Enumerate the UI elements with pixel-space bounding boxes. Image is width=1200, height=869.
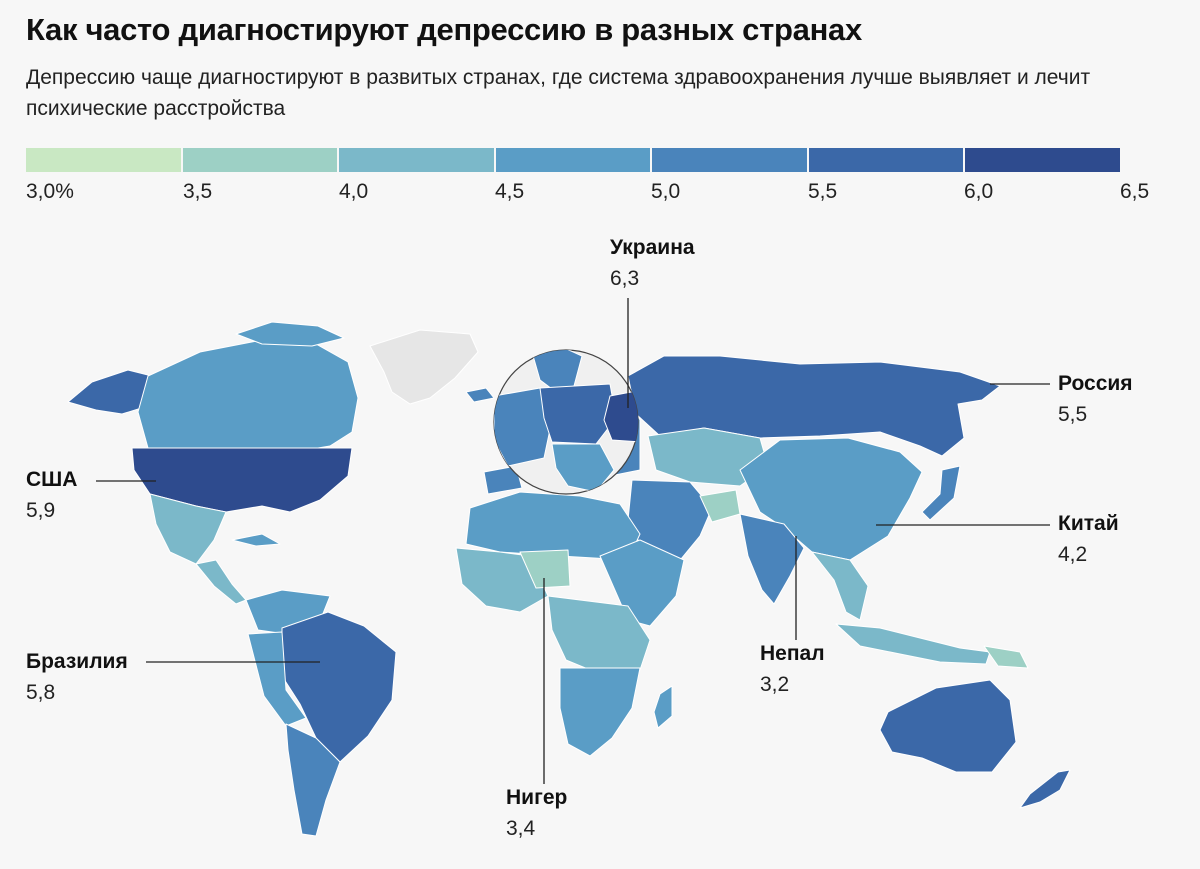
- color-legend: [26, 148, 1121, 172]
- legend-tick-3: 4,0: [339, 180, 369, 203]
- iberia: [483, 465, 523, 495]
- legend-swatch-4: [495, 148, 653, 172]
- southern-africa: [559, 667, 641, 757]
- legend-tick-1: 3,0%: [26, 180, 74, 203]
- europe-inset: [493, 349, 639, 495]
- callout-china-value: 4,2: [1058, 543, 1088, 566]
- australia: [879, 679, 1017, 773]
- greenland: [369, 329, 479, 405]
- niger: [519, 549, 571, 589]
- legend-swatch-6: [808, 148, 966, 172]
- southeast-asia: [811, 551, 869, 621]
- callout-brazil: Бразилия 5,8: [26, 648, 128, 710]
- arctic-islands: [235, 321, 345, 347]
- countries: [67, 321, 1071, 837]
- cuba: [231, 533, 281, 547]
- callout-niger-name: Нигер: [506, 786, 568, 809]
- callout-brazil-name: Бразилия: [26, 650, 128, 673]
- north-africa: [465, 491, 641, 561]
- legend-swatch-3: [339, 148, 496, 172]
- callout-ukraine-name: Украина: [610, 236, 695, 259]
- callout-ukraine: Украина 6,3: [610, 234, 695, 296]
- chart-subtitle: Депрессию чаще диагностируют в развитых …: [26, 66, 1091, 120]
- callout-ukraine-value: 6,3: [610, 267, 640, 290]
- central-america: [195, 559, 247, 605]
- callout-nepal-name: Непал: [760, 642, 825, 665]
- legend-ticks: 3,0% 3,5 4,0 4,5 5,0 5,5 6,0 6,5: [26, 180, 1166, 208]
- chart-title: Как часто диагностируют депрессию в разн…: [26, 12, 862, 47]
- callout-niger-value: 3,4: [506, 817, 536, 840]
- papua: [983, 645, 1029, 669]
- legend-tick-6: 5,5: [808, 180, 838, 203]
- madagascar: [653, 685, 673, 729]
- japan: [921, 465, 961, 521]
- callout-russia-value: 5,5: [1058, 403, 1088, 426]
- legend-swatch-1: [26, 148, 183, 172]
- callout-usa: США 5,9: [26, 466, 77, 528]
- callout-niger: Нигер 3,4: [506, 784, 567, 846]
- new-zealand: [1019, 769, 1071, 809]
- callout-nepal-value: 3,2: [760, 673, 790, 696]
- legend-swatch-7: [965, 148, 1121, 172]
- legend-tick-5: 5,0: [651, 180, 681, 203]
- callout-brazil-value: 5,8: [26, 681, 56, 704]
- leader-lines: [96, 298, 1050, 784]
- canada: [137, 339, 359, 453]
- callout-russia-name: Россия: [1058, 372, 1133, 395]
- callout-nepal: Непал 3,2: [760, 640, 825, 702]
- world-map: [67, 298, 1071, 837]
- legend-tick-4: 4,5: [495, 180, 525, 203]
- southern-cone: [285, 723, 341, 837]
- legend-tick-8: 6,5: [1120, 180, 1150, 203]
- callout-russia: Россия 5,5: [1058, 370, 1133, 432]
- callout-china: Китай 4,2: [1058, 510, 1119, 572]
- indonesia: [835, 623, 991, 665]
- callout-usa-name: США: [26, 468, 78, 491]
- legend-swatch-5: [652, 148, 809, 172]
- india: [739, 513, 805, 605]
- mexico: [149, 493, 227, 565]
- brazil: [281, 611, 397, 763]
- iceland: [465, 387, 495, 403]
- peru-bolivia: [247, 631, 307, 727]
- callout-usa-value: 5,9: [26, 499, 56, 522]
- legend-tick-7: 6,0: [964, 180, 994, 203]
- usa: [131, 447, 353, 513]
- legend-tick-2: 3,5: [183, 180, 213, 203]
- legend-swatch-2: [182, 148, 340, 172]
- callout-china-name: Китай: [1058, 512, 1119, 535]
